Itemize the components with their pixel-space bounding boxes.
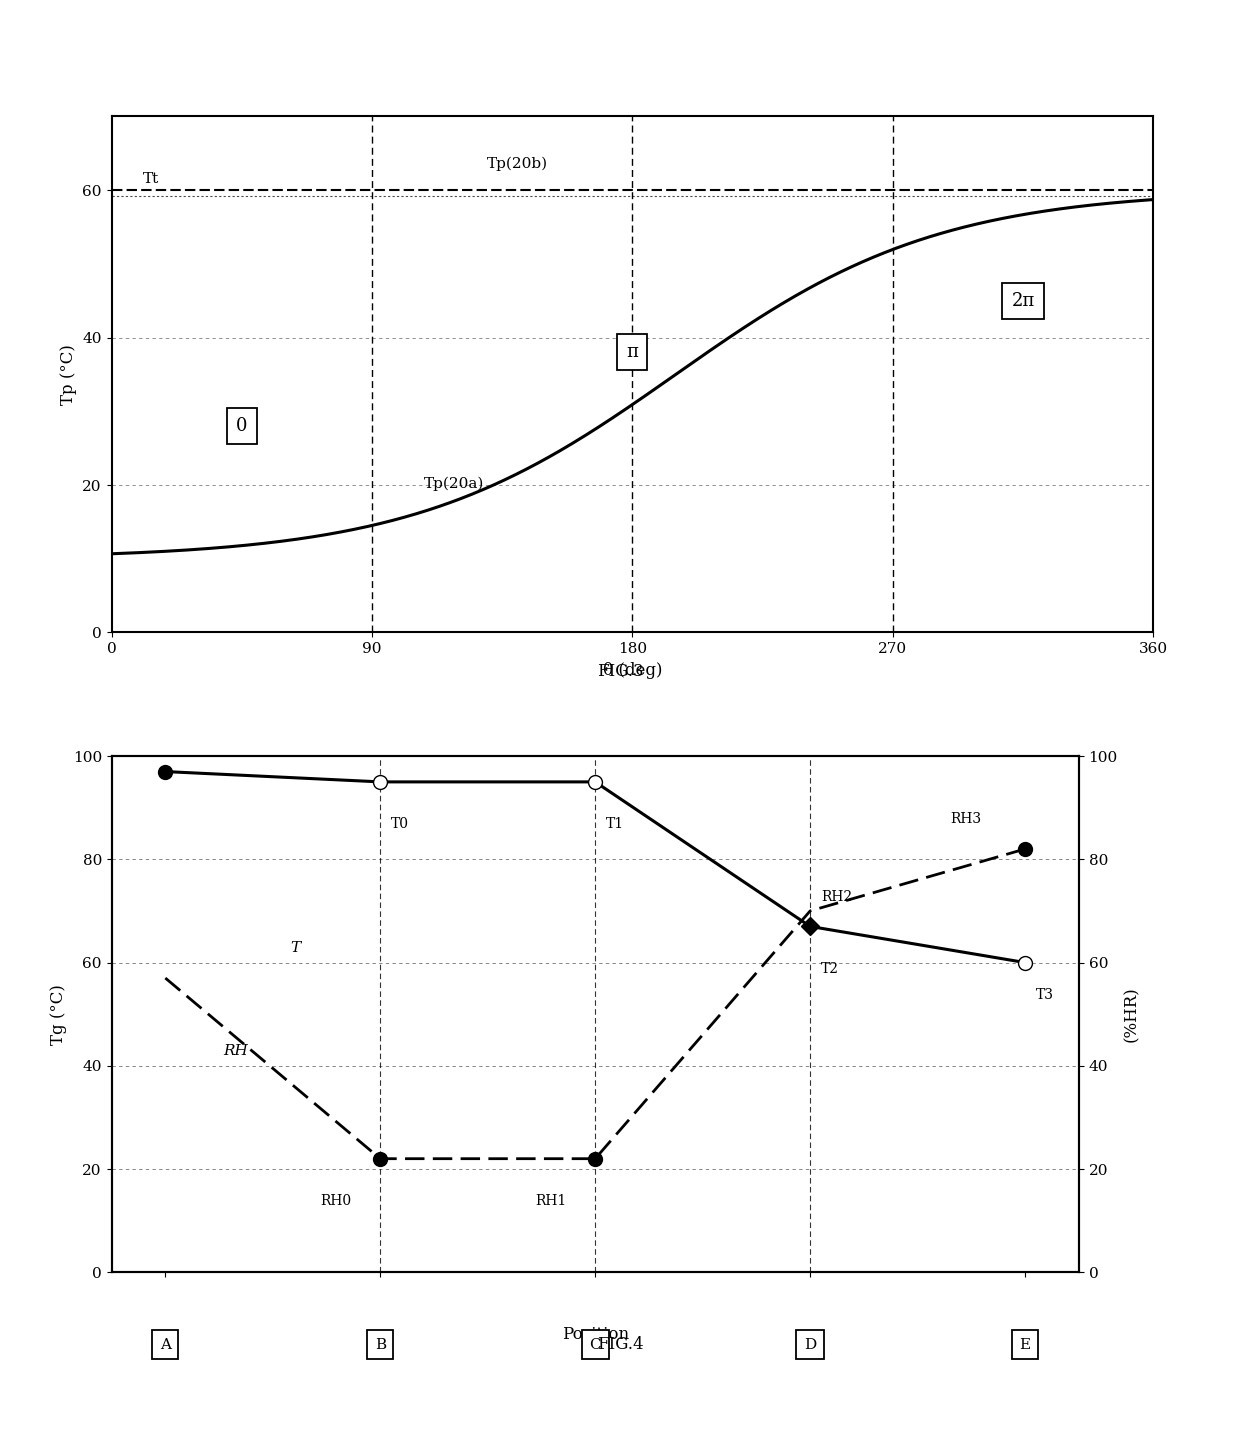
X-axis label: θ (deg): θ (deg) xyxy=(603,662,662,679)
Y-axis label: Tp (°C): Tp (°C) xyxy=(60,345,77,404)
Text: T2: T2 xyxy=(821,963,839,976)
Text: Tp(20b): Tp(20b) xyxy=(486,157,548,172)
Text: RH2: RH2 xyxy=(821,890,852,903)
Text: 2π: 2π xyxy=(1012,292,1034,310)
X-axis label: Position: Position xyxy=(562,1326,629,1343)
Text: T: T xyxy=(290,941,300,955)
Text: T1: T1 xyxy=(606,817,624,832)
Text: T0: T0 xyxy=(391,817,409,832)
Text: π: π xyxy=(626,343,639,361)
Text: T3: T3 xyxy=(1035,987,1054,1002)
Text: RH: RH xyxy=(223,1044,248,1059)
Text: B: B xyxy=(374,1338,386,1352)
Text: Tp(20a): Tp(20a) xyxy=(424,477,485,491)
Text: 0: 0 xyxy=(236,417,248,435)
Text: C: C xyxy=(589,1338,601,1352)
Text: E: E xyxy=(1019,1338,1030,1352)
Text: Tt: Tt xyxy=(143,173,159,186)
Text: A: A xyxy=(160,1338,171,1352)
Text: RH0: RH0 xyxy=(320,1194,351,1208)
Text: D: D xyxy=(804,1338,816,1352)
Y-axis label: (%HR): (%HR) xyxy=(1123,986,1141,1043)
Y-axis label: Tg (°C): Tg (°C) xyxy=(50,984,67,1044)
Text: RH3: RH3 xyxy=(950,813,981,826)
Text: FIG.3: FIG.3 xyxy=(596,663,644,680)
Text: RH1: RH1 xyxy=(534,1194,567,1208)
Text: FIG.4: FIG.4 xyxy=(596,1336,644,1354)
